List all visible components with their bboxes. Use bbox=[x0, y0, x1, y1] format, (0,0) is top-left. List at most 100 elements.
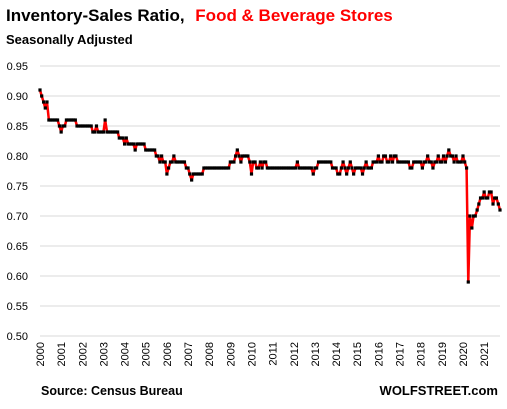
data-point bbox=[389, 154, 393, 158]
data-point bbox=[43, 106, 47, 110]
data-point bbox=[327, 160, 331, 164]
data-point bbox=[498, 208, 502, 212]
data-point bbox=[482, 190, 486, 194]
x-tick-label: 2013 bbox=[310, 342, 322, 366]
data-point bbox=[373, 160, 377, 164]
data-point bbox=[345, 172, 349, 176]
data-point bbox=[182, 160, 187, 164]
data-point bbox=[154, 154, 158, 158]
data-point bbox=[295, 160, 299, 164]
data-point bbox=[193, 172, 197, 176]
data-point bbox=[367, 166, 372, 170]
data-point bbox=[375, 160, 379, 164]
data-point bbox=[108, 130, 113, 134]
x-tick-label: 2010 bbox=[246, 342, 258, 366]
source-note: Source: Census Bureau bbox=[41, 384, 183, 398]
data-point bbox=[452, 160, 456, 164]
data-point bbox=[267, 166, 271, 170]
data-point bbox=[415, 160, 419, 164]
data-point bbox=[197, 172, 201, 176]
data-point bbox=[124, 136, 128, 140]
data-point bbox=[151, 148, 155, 152]
x-tick-label: 2008 bbox=[204, 342, 216, 366]
data-point bbox=[412, 160, 416, 164]
y-tick-label: 0.70 bbox=[7, 211, 28, 223]
data-point bbox=[253, 160, 257, 164]
data-point bbox=[487, 190, 492, 194]
data-point bbox=[100, 130, 104, 134]
data-point bbox=[278, 166, 282, 170]
data-point bbox=[168, 160, 173, 164]
data-point bbox=[276, 166, 280, 170]
data-point bbox=[128, 142, 132, 146]
data-point bbox=[264, 160, 268, 164]
data-point bbox=[230, 160, 234, 164]
data-point bbox=[468, 214, 472, 218]
data-point bbox=[149, 148, 153, 152]
data-point bbox=[484, 196, 488, 200]
data-point bbox=[103, 118, 107, 122]
y-tick-label: 0.95 bbox=[7, 61, 28, 73]
x-tick-label: 2016 bbox=[373, 342, 385, 366]
data-point bbox=[147, 148, 151, 152]
data-point bbox=[237, 154, 241, 158]
data-point bbox=[133, 148, 137, 152]
data-point bbox=[426, 154, 430, 158]
x-tick-label: 2002 bbox=[77, 342, 89, 366]
data-point bbox=[158, 160, 162, 164]
data-point bbox=[204, 166, 208, 170]
data-point bbox=[422, 160, 426, 164]
data-point bbox=[241, 154, 245, 158]
data-point bbox=[355, 166, 359, 170]
data-point bbox=[325, 160, 329, 164]
data-point bbox=[223, 166, 227, 170]
data-point bbox=[449, 154, 453, 158]
data-point bbox=[427, 160, 432, 164]
data-point bbox=[336, 172, 340, 176]
data-point bbox=[311, 172, 315, 176]
data-point bbox=[464, 166, 469, 170]
data-point bbox=[341, 160, 345, 164]
data-point bbox=[59, 130, 63, 134]
data-point bbox=[214, 166, 218, 170]
data-point bbox=[188, 172, 192, 176]
x-tick-label: 2005 bbox=[141, 342, 153, 366]
x-tick-label: 2014 bbox=[331, 342, 343, 366]
data-point bbox=[129, 142, 134, 146]
grid-lines bbox=[40, 65, 500, 337]
data-point bbox=[191, 172, 195, 176]
data-point bbox=[480, 196, 485, 200]
data-point bbox=[165, 172, 169, 176]
data-point bbox=[447, 148, 451, 152]
data-point bbox=[92, 130, 97, 134]
data-point bbox=[265, 166, 269, 170]
data-point bbox=[212, 166, 217, 170]
data-point bbox=[122, 142, 127, 146]
data-point bbox=[234, 154, 238, 158]
data-point bbox=[286, 166, 291, 170]
data-point bbox=[406, 160, 411, 164]
y-axis-tick-labels: 0.50 0.55 0.60 0.65 0.70 0.75 0.80 0.85 0.90 0.95 bbox=[7, 61, 28, 343]
data-point bbox=[232, 160, 236, 164]
y-tick-label: 0.90 bbox=[7, 91, 28, 103]
data-point bbox=[399, 160, 403, 164]
data-point bbox=[66, 118, 70, 122]
x-tick-label: 2020 bbox=[458, 342, 470, 366]
data-point bbox=[493, 196, 497, 200]
data-point bbox=[392, 154, 396, 158]
data-point bbox=[209, 166, 213, 170]
data-point bbox=[390, 160, 395, 164]
data-point bbox=[153, 148, 157, 152]
data-point bbox=[292, 166, 296, 170]
data-point bbox=[121, 136, 125, 140]
data-point bbox=[359, 166, 363, 170]
data-point bbox=[186, 166, 190, 170]
data-point bbox=[489, 190, 493, 194]
data-point bbox=[494, 196, 499, 200]
data-point bbox=[85, 124, 90, 128]
data-point bbox=[360, 172, 365, 176]
data-point bbox=[63, 124, 67, 128]
data-point bbox=[420, 166, 424, 170]
data-point bbox=[496, 202, 500, 206]
chart-title-main: Inventory-Sales Ratio, bbox=[6, 6, 185, 25]
